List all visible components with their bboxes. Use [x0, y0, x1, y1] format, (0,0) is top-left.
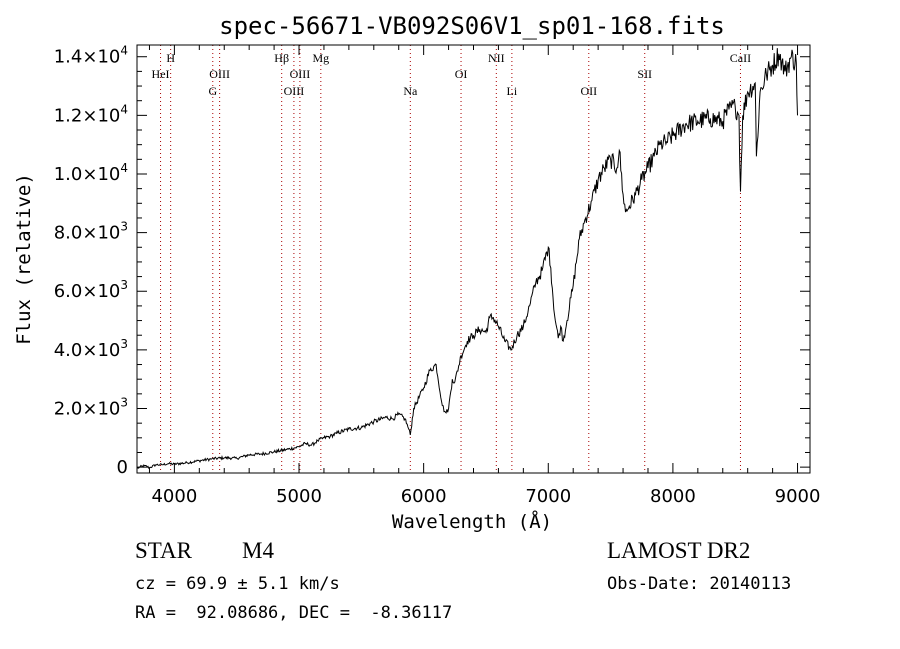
x-tick-label-0: 4000 [151, 486, 197, 507]
line-label-6: OIII [290, 67, 311, 81]
x-tick-label-1: 5000 [276, 486, 322, 507]
y-tick-label-4: 8.0×103 [54, 220, 128, 244]
axis-ticks: 4000 5000 6000 7000 8000 900002.0×1034.0×1036… [54, 44, 821, 507]
observation-date: Obs-Date: 20140113 [607, 574, 792, 594]
y-tick-label-3: 6.0×103 [54, 278, 128, 302]
x-tick-label-4: 8000 [650, 486, 696, 507]
line-label-12: OII [580, 84, 597, 98]
y-tick-label-0: 0 [117, 457, 128, 478]
y-tick-exponent: 4 [120, 44, 128, 58]
object-class: STAR [135, 538, 192, 563]
object-subclass: M4 [242, 538, 274, 563]
line-label-10: NII [488, 51, 505, 65]
x-tick-label-2: 6000 [401, 486, 447, 507]
line-label-13: SII [637, 67, 652, 81]
y-tick-mantissa: 1.0×10 [54, 164, 121, 185]
line-label-4: Hβ [274, 51, 289, 65]
y-tick-label-5: 1.0×104 [54, 161, 128, 185]
y-tick-mantissa: 0 [117, 457, 128, 478]
y-tick-mantissa: 8.0×10 [54, 223, 121, 244]
plot-frame [136, 44, 811, 474]
line-label-8: Na [403, 84, 418, 98]
chart-title: spec-56671-VB092S06V1_sp01-168.fits [219, 12, 725, 40]
y-tick-exponent: 3 [120, 278, 128, 292]
line-label-0: HeI [152, 67, 170, 81]
x-tick-label-5: 9000 [775, 486, 821, 507]
coordinates-text: RA = 92.08686, DEC = -8.36117 [135, 603, 453, 623]
line-label-3: OIII [209, 67, 230, 81]
y-tick-exponent: 4 [120, 161, 128, 175]
y-tick-label-2: 4.0×103 [54, 337, 128, 361]
spectrum-series-line [136, 48, 798, 469]
survey-name: LAMOST DR2 [607, 538, 751, 563]
x-axis-label: Wavelength (Å) [392, 510, 552, 533]
y-tick-exponent: 3 [120, 396, 128, 410]
line-label-9: OI [455, 67, 468, 81]
y-tick-exponent: 3 [120, 337, 128, 351]
y-tick-mantissa: 1.4×10 [54, 47, 121, 68]
y-tick-label-1: 2.0×103 [54, 396, 128, 420]
line-label-1: H [166, 51, 175, 65]
x-tick-label-3: 7000 [525, 486, 571, 507]
line-label-5: OIII [284, 84, 305, 98]
y-tick-exponent: 4 [120, 102, 128, 116]
y-tick-exponent: 3 [120, 220, 128, 234]
line-label-7: Mg [312, 51, 329, 65]
line-label-2: G [208, 84, 217, 98]
y-tick-mantissa: 6.0×10 [54, 281, 121, 302]
line-label-14: CaII [730, 51, 751, 65]
redshift-text: cz = 69.9 ± 5.1 km/s [135, 574, 340, 594]
line-label-11: Li [507, 84, 518, 98]
y-axis-label: Flux (relative) [13, 173, 35, 345]
y-tick-label-7: 1.4×104 [54, 44, 128, 68]
y-tick-mantissa: 4.0×10 [54, 340, 121, 361]
y-tick-mantissa: 1.2×10 [54, 105, 121, 126]
y-tick-mantissa: 2.0×10 [54, 399, 121, 420]
y-tick-label-6: 1.2×104 [54, 102, 128, 126]
